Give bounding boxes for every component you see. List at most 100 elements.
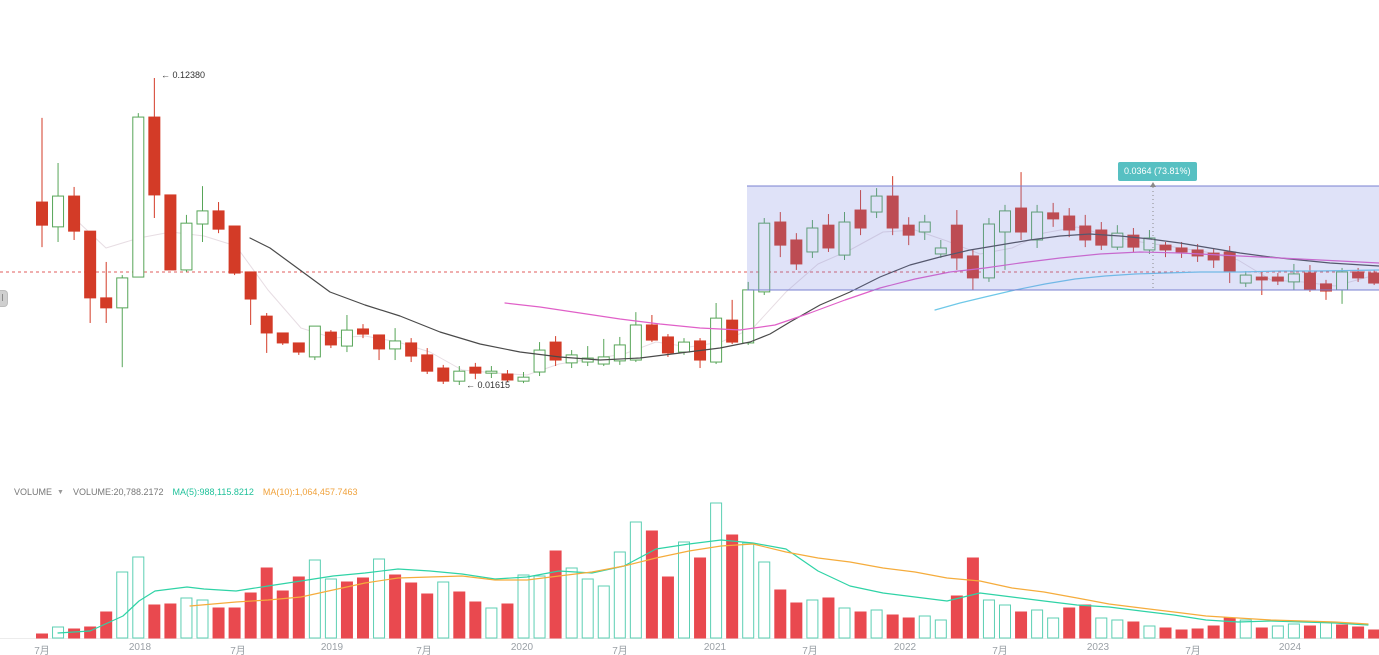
measure-region[interactable] — [747, 186, 1379, 290]
volume-bar-down — [790, 602, 803, 639]
low-price-annotation: ← 0.01615 — [466, 380, 511, 390]
volume-bar-up — [533, 575, 546, 639]
candle-body-down — [501, 373, 514, 381]
candle-body-down — [726, 319, 739, 343]
candle-body-down — [36, 201, 48, 226]
volume-bar-up — [1047, 617, 1060, 639]
candle-body-down — [1063, 215, 1076, 231]
volume-bar-up — [581, 578, 594, 639]
candle-body-down — [1015, 207, 1028, 233]
candle-body-down — [1271, 276, 1284, 282]
candle-body-down — [68, 195, 81, 232]
candle-body-up — [1143, 237, 1156, 251]
high-price-annotation: ← 0.12380 — [161, 70, 206, 80]
volume-bar-down — [1368, 629, 1379, 639]
candle-body-down — [84, 230, 97, 299]
volume-current-value: VOLUME:20,788.2172 — [72, 487, 164, 497]
ma-fast-line — [934, 269, 1379, 311]
volume-bar-up — [1143, 625, 1156, 639]
candle-body-up — [597, 356, 610, 365]
pan-handle[interactable] — [0, 290, 8, 307]
candle-body-up — [52, 195, 65, 228]
candle-body-down — [645, 324, 658, 341]
volume-bar-down — [68, 628, 81, 639]
candle-body-down — [100, 297, 113, 309]
volume-bar-down — [1127, 621, 1140, 639]
volume-bar-up — [629, 521, 642, 639]
volume-bar-up — [373, 558, 386, 639]
volume-bar-down — [469, 601, 482, 639]
candle-body-down — [164, 194, 177, 271]
candle-body-up — [1287, 273, 1300, 283]
candle-body-up — [533, 349, 546, 373]
candle-body-down — [469, 366, 482, 374]
volume-bar-up — [308, 559, 321, 639]
candle-body-up — [132, 116, 145, 278]
candle-body-down — [886, 195, 899, 229]
candle-body-up — [934, 247, 947, 255]
volume-bar-down — [228, 607, 241, 639]
volume-bar-up — [934, 619, 947, 639]
volume-bar-down — [292, 576, 305, 639]
volume-bar-down — [100, 611, 113, 639]
volume-pane-title: VOLUME — [14, 487, 53, 497]
candle-body-down — [1047, 212, 1060, 220]
volume-bar-down — [1175, 629, 1188, 639]
volume-bar-down — [886, 614, 899, 639]
volume-bar-up — [597, 585, 610, 639]
x-axis-tick: 7月 — [612, 646, 628, 655]
volume-bar-up — [324, 578, 337, 639]
candle-body-down — [260, 315, 273, 334]
volume-bar-down — [1303, 625, 1316, 639]
volume-ma10-value: MA(10):1,064,457.7463 — [262, 487, 358, 497]
x-axis-tick: 2018 — [128, 642, 152, 653]
candle-body-up — [180, 222, 193, 271]
x-axis-tick: 7月 — [230, 646, 246, 655]
volume-bar-down — [148, 604, 161, 639]
volume-legend: VOLUME ▼ VOLUME:20,788.2172 MA(5):988,11… — [14, 487, 357, 497]
volume-bar-up — [678, 541, 690, 639]
volume-bar-down — [244, 592, 257, 639]
candle-body-down — [966, 255, 979, 279]
volume-bar-down — [645, 530, 658, 639]
volume-bar-up — [485, 607, 498, 639]
candle-body-down — [1223, 251, 1236, 272]
x-axis-tick: 7月 — [802, 646, 818, 655]
x-axis-tick: 7月 — [992, 646, 1008, 655]
candle-body-down — [822, 224, 835, 249]
volume-bar-down — [694, 557, 707, 639]
volume-bar-down — [661, 576, 674, 639]
volume-bar-up — [870, 609, 883, 639]
volume-bar-down — [501, 603, 514, 639]
candle-body-up — [613, 344, 626, 362]
x-axis-tick: 2021 — [703, 642, 727, 653]
x-axis-tick: 2023 — [1086, 642, 1110, 653]
volume-bar-up — [1031, 609, 1044, 639]
candle-body-down — [1079, 225, 1092, 241]
volume-bar-down — [389, 574, 402, 639]
candle-body-down — [212, 210, 225, 230]
candle-body-up — [196, 210, 209, 225]
candle-body-up — [308, 325, 321, 358]
candle-body-down — [902, 224, 915, 236]
volume-bar-up — [116, 571, 129, 639]
candle-body-down — [148, 116, 161, 196]
candle-body-down — [1352, 271, 1365, 279]
candle-body-down — [790, 239, 803, 265]
candle-body-up — [340, 329, 353, 347]
volume-bar-down — [1015, 611, 1028, 639]
volume-bar-down — [1352, 626, 1365, 639]
measure-anchor-arrow-icon — [1150, 182, 1156, 187]
volume-bar-up — [437, 581, 450, 639]
x-axis-tick: 7月 — [34, 646, 50, 655]
candle-body-up — [485, 370, 498, 374]
volume-bar-up — [918, 615, 931, 639]
candle-body-down — [1191, 249, 1204, 257]
volume-bar-up — [806, 599, 819, 639]
candle-body-down — [357, 328, 369, 335]
volume-bar-down — [1079, 604, 1092, 639]
chevron-down-icon[interactable]: ▼ — [57, 488, 64, 496]
volume-bar-up — [999, 604, 1011, 639]
ma-long-line — [249, 233, 1379, 361]
